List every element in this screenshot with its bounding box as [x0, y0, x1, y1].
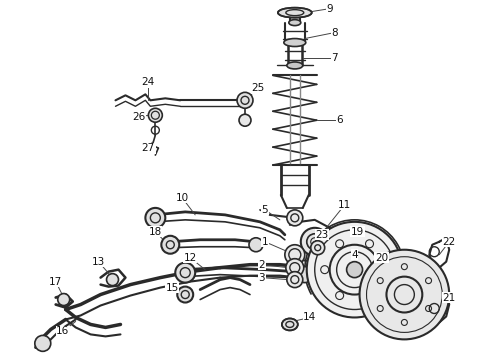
Text: 12: 12	[184, 253, 197, 263]
Ellipse shape	[278, 8, 312, 18]
Circle shape	[148, 108, 162, 122]
Text: 25: 25	[251, 84, 265, 93]
Circle shape	[239, 114, 251, 126]
Circle shape	[307, 222, 402, 318]
Circle shape	[161, 236, 179, 254]
Text: 18: 18	[149, 227, 162, 237]
Text: 19: 19	[351, 227, 364, 237]
Text: 15: 15	[166, 283, 179, 293]
Text: 17: 17	[49, 276, 62, 287]
Text: 20: 20	[375, 253, 388, 263]
Text: 10: 10	[176, 193, 189, 203]
Circle shape	[287, 272, 303, 288]
Text: 16: 16	[56, 327, 69, 336]
Circle shape	[311, 241, 325, 255]
Circle shape	[237, 92, 253, 108]
Circle shape	[346, 262, 363, 278]
Text: 6: 6	[336, 115, 343, 125]
Text: 13: 13	[92, 257, 105, 267]
Ellipse shape	[289, 20, 301, 26]
Text: 23: 23	[315, 230, 328, 240]
Circle shape	[175, 263, 195, 283]
Text: 2: 2	[259, 260, 265, 270]
Circle shape	[58, 293, 70, 306]
Text: 8: 8	[331, 28, 338, 37]
Text: 26: 26	[132, 112, 145, 122]
Ellipse shape	[282, 319, 298, 330]
Text: 1: 1	[262, 237, 268, 247]
Circle shape	[287, 210, 303, 226]
Text: 5: 5	[262, 205, 268, 215]
Circle shape	[360, 250, 449, 339]
Circle shape	[177, 287, 193, 302]
Circle shape	[106, 274, 119, 285]
Circle shape	[249, 238, 263, 252]
Ellipse shape	[287, 62, 303, 69]
Circle shape	[146, 208, 165, 228]
Text: 24: 24	[142, 77, 155, 87]
Ellipse shape	[284, 39, 306, 46]
Circle shape	[297, 267, 313, 283]
Text: 7: 7	[331, 54, 338, 63]
Text: 3: 3	[259, 273, 265, 283]
Text: 11: 11	[338, 200, 351, 210]
Circle shape	[286, 259, 304, 276]
Text: 4: 4	[351, 250, 358, 260]
Text: 21: 21	[442, 293, 456, 302]
Circle shape	[285, 245, 305, 265]
Text: 14: 14	[303, 312, 317, 323]
Circle shape	[35, 336, 51, 351]
Text: 9: 9	[326, 4, 333, 14]
Circle shape	[301, 228, 329, 256]
Text: 27: 27	[142, 143, 155, 153]
Text: 22: 22	[442, 237, 456, 247]
